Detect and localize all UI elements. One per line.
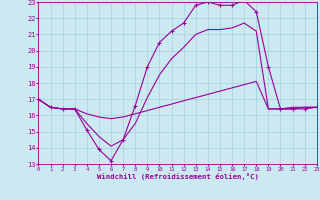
X-axis label: Windchill (Refroidissement éolien,°C): Windchill (Refroidissement éolien,°C): [97, 173, 259, 180]
